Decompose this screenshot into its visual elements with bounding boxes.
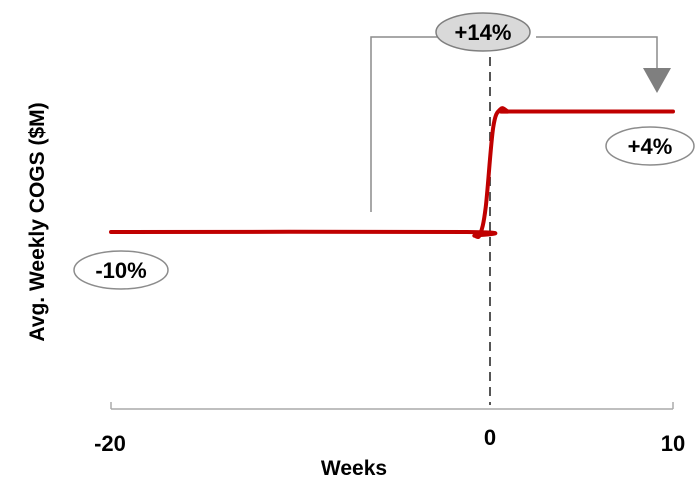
end-callout-label: +4% <box>628 134 673 159</box>
start-callout-label: -10% <box>95 258 146 283</box>
x-axis-label: Weeks <box>321 457 387 480</box>
x-tick-label: -20 <box>94 431 126 456</box>
x-tick-label: 0 <box>484 425 496 450</box>
x-tick-label: 10 <box>661 431 685 456</box>
change-bracket <box>370 36 438 212</box>
change-bracket-right <box>536 36 658 72</box>
change-callout-label: +14% <box>455 20 512 45</box>
start-callout-bubble <box>73 250 169 290</box>
y-axis-label: Avg. Weekly COGS ($M) <box>26 102 49 341</box>
end-callout-bubble <box>605 126 695 166</box>
down-arrow-icon <box>643 68 671 93</box>
series-line <box>109 106 675 240</box>
change-callout-bubble <box>435 12 531 52</box>
